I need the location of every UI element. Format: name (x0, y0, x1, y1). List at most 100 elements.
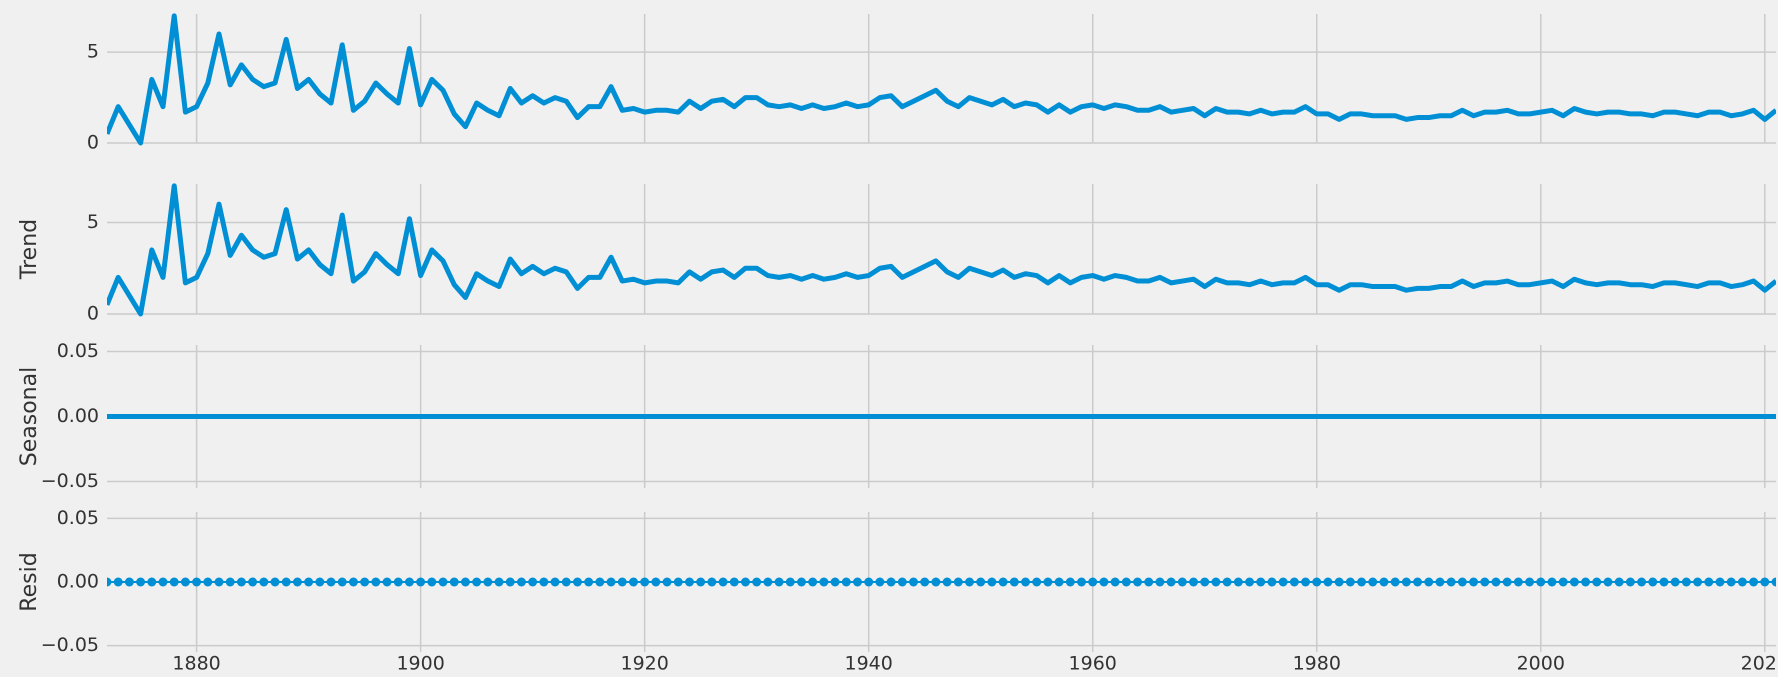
resid-point (752, 577, 762, 587)
resid-point (572, 577, 582, 587)
resid-point (908, 577, 918, 587)
y-tick-label: 0 (87, 303, 99, 325)
resid-point (875, 577, 885, 587)
y-tick-label: 0.05 (57, 507, 99, 529)
resid-point (1379, 577, 1389, 587)
resid-point (640, 577, 650, 587)
resid-point (1233, 577, 1243, 587)
resid-point (1043, 577, 1053, 587)
resid-point (483, 577, 493, 587)
resid-point (1547, 577, 1557, 587)
resid-point (1457, 577, 1467, 587)
y-tick-label: 0.00 (57, 405, 99, 427)
resid-point (438, 577, 448, 587)
x-tick-label: 1900 (396, 653, 444, 675)
resid-point (203, 577, 213, 587)
x-tick-label: 1920 (620, 653, 668, 675)
resid-point (1323, 577, 1333, 587)
y-tick-label: −0.05 (41, 634, 99, 656)
resid-point (1525, 577, 1535, 587)
resid-point (1413, 577, 1423, 587)
y-tick-label: 0 (87, 132, 99, 154)
resid-point (315, 577, 325, 587)
resid-point (1558, 577, 1568, 587)
resid-point (1480, 577, 1490, 587)
resid-point (830, 577, 840, 587)
resid-point (326, 577, 336, 587)
resid-point (371, 577, 381, 587)
resid-point (1278, 577, 1288, 587)
y-tick-label: 0.05 (57, 340, 99, 362)
resid-point (1469, 577, 1479, 587)
resid-point (494, 577, 504, 587)
resid-point (360, 577, 370, 587)
resid-point (920, 577, 930, 587)
resid-point (1155, 577, 1165, 587)
resid-point (113, 577, 123, 587)
resid-point (192, 577, 202, 587)
resid-point (1133, 577, 1143, 587)
resid-point (416, 577, 426, 587)
resid-point (1681, 577, 1691, 587)
resid-point (505, 577, 515, 587)
resid-point (1424, 577, 1434, 587)
resid-point (348, 577, 358, 587)
resid-point (1704, 577, 1714, 587)
y-axis-label: Trend (17, 219, 42, 280)
resid-point (628, 577, 638, 587)
resid-point (1401, 577, 1411, 587)
resid-point (427, 577, 437, 587)
resid-point (942, 577, 952, 587)
resid-point (1009, 577, 1019, 587)
resid-point (1536, 577, 1546, 587)
resid-point (304, 577, 314, 587)
resid-point (852, 577, 862, 587)
resid-point (1334, 577, 1344, 587)
x-tick-label: 2000 (1517, 653, 1565, 675)
y-axis-label: Seasonal (17, 367, 42, 466)
resid-point (1603, 577, 1613, 587)
resid-point (1032, 577, 1042, 587)
x-tick-label: 1980 (1293, 653, 1341, 675)
x-tick-label: 1880 (172, 653, 220, 675)
resid-point (1760, 577, 1770, 587)
resid-point (987, 577, 997, 587)
resid-point (236, 577, 246, 587)
resid-point (281, 577, 291, 587)
y-tick-label: 5 (87, 41, 99, 63)
resid-point (270, 577, 280, 587)
y-tick-label: 0.00 (57, 571, 99, 593)
y-tick-label: 5 (87, 211, 99, 233)
resid-point (1715, 577, 1725, 587)
resid-point (1077, 577, 1087, 587)
resid-point (1121, 577, 1131, 587)
resid-point (1737, 577, 1747, 587)
resid-point (1065, 577, 1075, 587)
resid-point (550, 577, 560, 587)
resid-point (1289, 577, 1299, 587)
resid-point (1222, 577, 1232, 587)
resid-point (1144, 577, 1154, 587)
resid-point (180, 577, 190, 587)
resid-point (337, 577, 347, 587)
resid-point (404, 577, 414, 587)
resid-point (1670, 577, 1680, 587)
resid-point (763, 577, 773, 587)
resid-point (696, 577, 706, 587)
resid-point (472, 577, 482, 587)
resid-point (1166, 577, 1176, 587)
resid-point (1256, 577, 1266, 587)
resid-point (1435, 577, 1445, 587)
resid-point (1513, 577, 1523, 587)
resid-point (1301, 577, 1311, 587)
resid-point (1659, 577, 1669, 587)
resid-point (1648, 577, 1658, 587)
resid-point (259, 577, 269, 587)
resid-point (931, 577, 941, 587)
resid-point (1637, 577, 1647, 587)
resid-point (1357, 577, 1367, 587)
resid-point (516, 577, 526, 587)
series-line (107, 183, 1776, 317)
resid-point (718, 577, 728, 587)
